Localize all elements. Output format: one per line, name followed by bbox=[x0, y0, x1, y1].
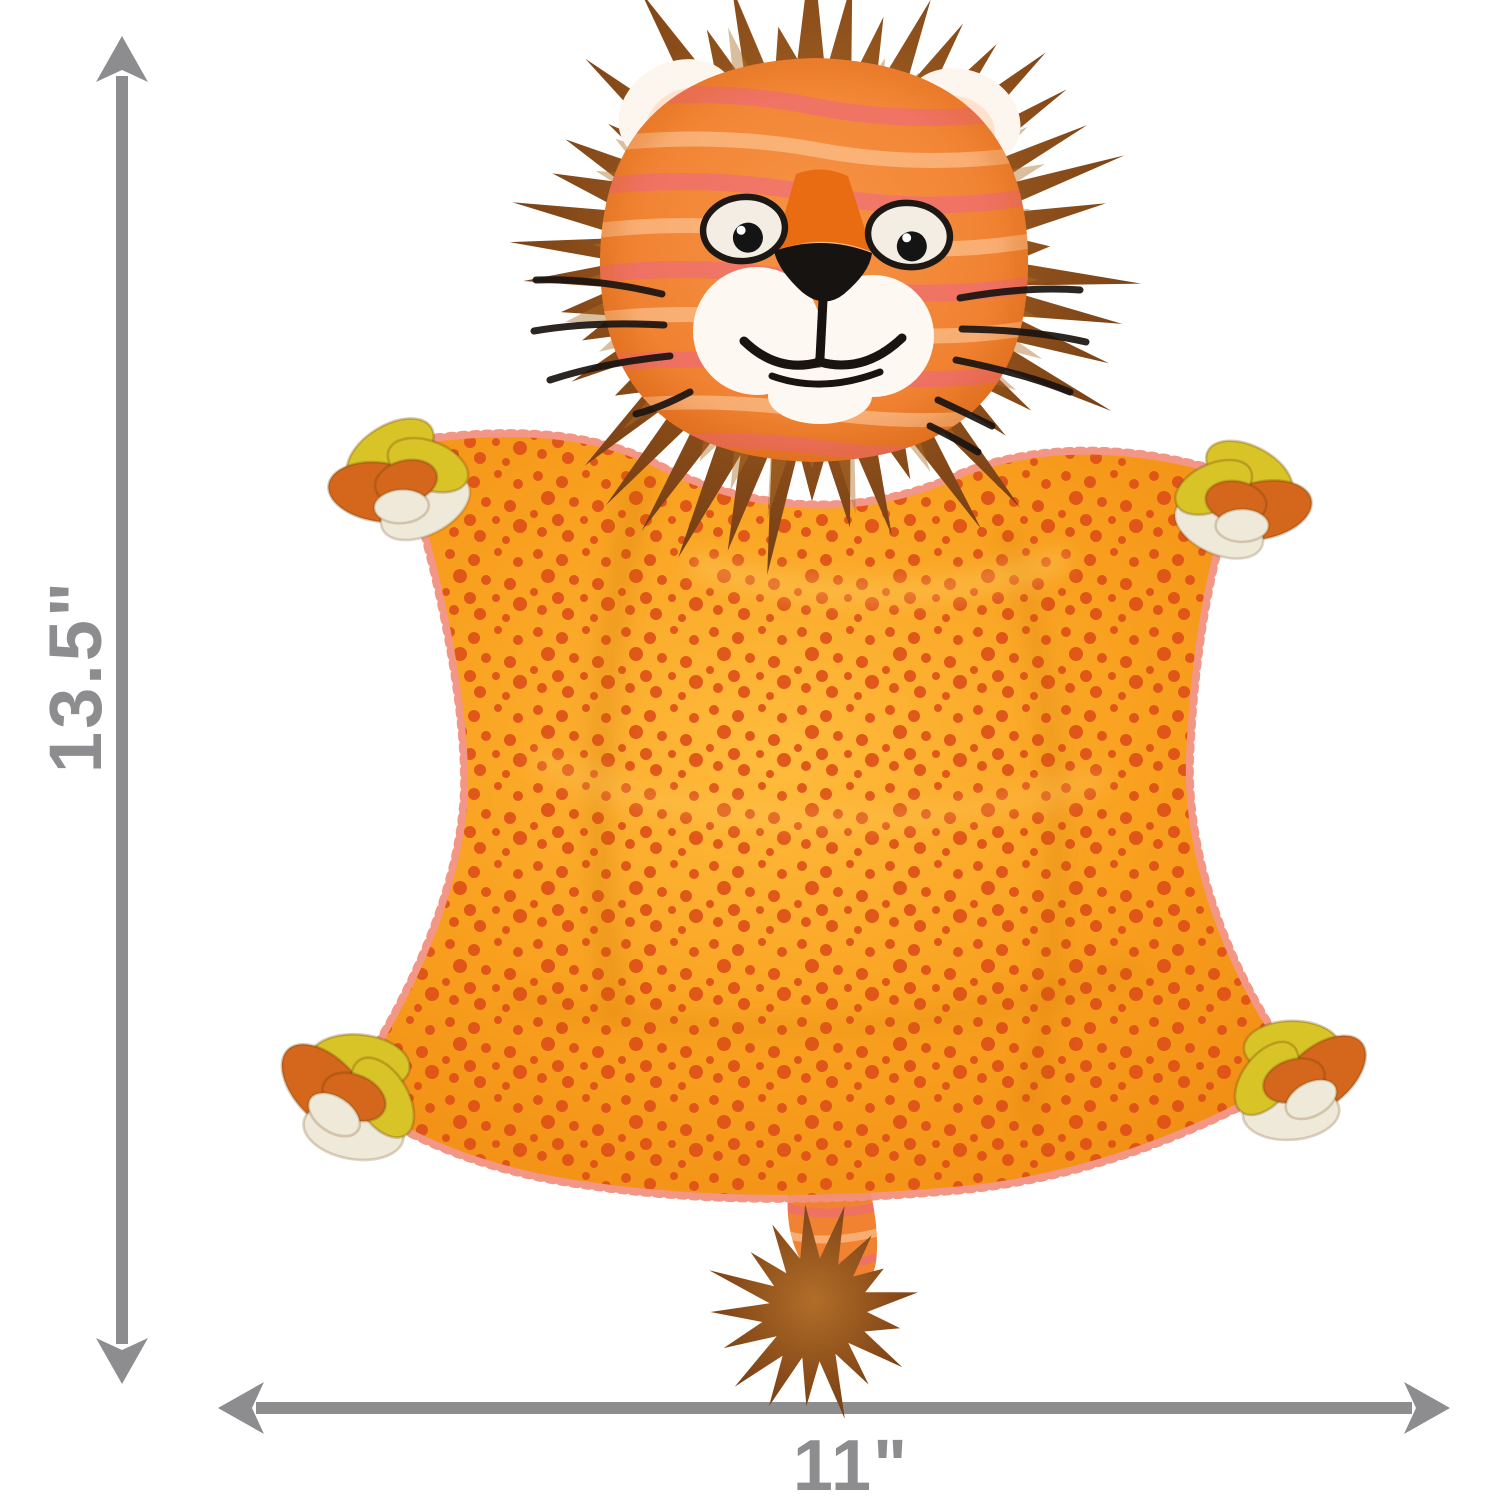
arrow-down-icon bbox=[96, 1338, 148, 1384]
arrow-right-icon bbox=[1404, 1382, 1450, 1434]
arrow-up-icon bbox=[96, 36, 148, 82]
fabric-folds bbox=[510, 467, 1140, 1122]
nose bbox=[774, 242, 872, 302]
nose-bridge bbox=[774, 169, 872, 252]
width-dimension-label: 11" bbox=[792, 1426, 910, 1500]
lion-plush-toy bbox=[240, 0, 1399, 1419]
lion-head bbox=[530, 58, 1090, 462]
chin-line bbox=[768, 368, 884, 388]
arrow-left-icon bbox=[218, 1382, 264, 1434]
tail-tassel bbox=[709, 1204, 918, 1419]
lion-face bbox=[530, 169, 1090, 456]
whiskers-left bbox=[530, 276, 694, 418]
whiskers-right bbox=[926, 285, 1090, 456]
height-dimension-arrow bbox=[96, 36, 148, 1384]
lion-body bbox=[352, 437, 1296, 1195]
height-dimension-label: 13.5" bbox=[34, 578, 117, 774]
philtrum-line bbox=[815, 295, 828, 363]
smile-line bbox=[739, 333, 907, 370]
width-dimension-arrow bbox=[218, 1382, 1450, 1434]
lion-left-eye bbox=[699, 193, 789, 265]
lion-tail bbox=[709, 1178, 918, 1419]
lion-right-eye bbox=[864, 199, 954, 271]
